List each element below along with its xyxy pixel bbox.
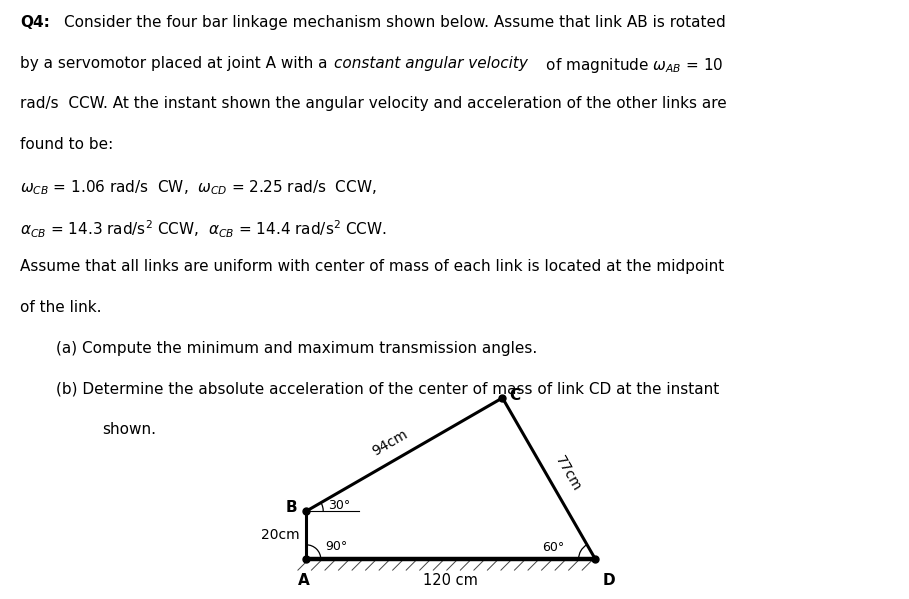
Text: 20cm: 20cm: [261, 528, 299, 542]
Text: 77cm: 77cm: [553, 453, 584, 494]
Text: Q4:: Q4:: [20, 15, 50, 30]
Text: C: C: [510, 388, 521, 403]
Text: of the link.: of the link.: [20, 300, 102, 315]
Text: A: A: [298, 573, 310, 588]
Text: (a) Compute the minimum and maximum transmission angles.: (a) Compute the minimum and maximum tran…: [56, 341, 537, 356]
Text: constant angular velocity: constant angular velocity: [334, 56, 527, 71]
Text: shown.: shown.: [102, 422, 155, 437]
Text: rad/s  CCW. At the instant shown the angular velocity and acceleration of the ot: rad/s CCW. At the instant shown the angu…: [20, 96, 727, 111]
Text: Assume that all links are uniform with center of mass of each link is located at: Assume that all links are uniform with c…: [20, 259, 724, 274]
Text: B: B: [286, 500, 298, 515]
Text: (b) Determine the absolute acceleration of the center of mass of link CD at the : (b) Determine the absolute acceleration …: [56, 382, 720, 397]
Text: Consider the four bar linkage mechanism shown below. Assume that link AB is rota: Consider the four bar linkage mechanism …: [64, 15, 725, 30]
Text: 94cm: 94cm: [370, 426, 410, 458]
Text: found to be:: found to be:: [20, 137, 114, 152]
Text: 90°: 90°: [325, 540, 348, 552]
Text: of magnitude $\omega_{AB}$ = 10: of magnitude $\omega_{AB}$ = 10: [541, 56, 724, 75]
Text: by a servomotor placed at joint A with a: by a servomotor placed at joint A with a: [20, 56, 333, 71]
Text: $\omega_{CB}$ = 1.06 rad/s  CW,  $\omega_{CD}$ = 2.25 rad/s  CCW,: $\omega_{CB}$ = 1.06 rad/s CW, $\omega_{…: [20, 178, 376, 196]
Text: D: D: [603, 573, 615, 588]
Text: 60°: 60°: [543, 541, 564, 553]
Text: $\alpha_{CB}$ = 14.3 rad/s$^2$ CCW,  $\alpha_{CB}$ = 14.4 rad/s$^2$ CCW.: $\alpha_{CB}$ = 14.3 rad/s$^2$ CCW, $\al…: [20, 219, 387, 240]
Text: 120 cm: 120 cm: [424, 573, 478, 588]
Text: 30°: 30°: [328, 498, 350, 512]
